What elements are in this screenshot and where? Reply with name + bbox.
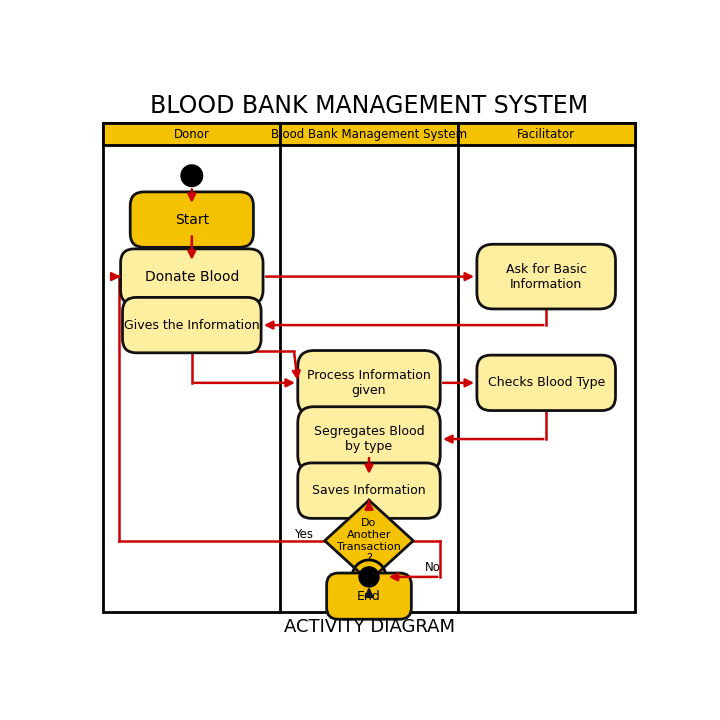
Text: Process Information
given: Process Information given: [307, 369, 431, 397]
Text: Saves Information: Saves Information: [312, 484, 426, 497]
Circle shape: [181, 165, 202, 186]
Text: Checks Blood Type: Checks Blood Type: [487, 377, 605, 390]
Circle shape: [359, 567, 379, 587]
Text: End: End: [357, 590, 381, 603]
Bar: [280, 123, 458, 145]
FancyBboxPatch shape: [298, 407, 440, 472]
FancyBboxPatch shape: [122, 297, 261, 353]
FancyBboxPatch shape: [327, 573, 411, 619]
Text: Gives the Information: Gives the Information: [124, 318, 260, 332]
Text: ACTIVITY DIAGRAM: ACTIVITY DIAGRAM: [284, 618, 454, 636]
Text: BLOOD BANK MANAGEMENT SYSTEM: BLOOD BANK MANAGEMENT SYSTEM: [150, 94, 588, 117]
FancyBboxPatch shape: [477, 244, 616, 309]
Text: Segregates Blood
by type: Segregates Blood by type: [314, 425, 424, 453]
Text: Donor: Donor: [174, 127, 210, 140]
FancyBboxPatch shape: [298, 463, 440, 518]
FancyBboxPatch shape: [298, 351, 440, 415]
FancyBboxPatch shape: [130, 192, 253, 248]
Text: Facilitator: Facilitator: [517, 127, 575, 140]
Bar: [458, 123, 634, 145]
Bar: [104, 123, 280, 145]
Circle shape: [352, 560, 386, 594]
Text: Donate Blood: Donate Blood: [145, 269, 239, 284]
Text: Yes: Yes: [294, 528, 312, 541]
Text: Do
Another
Transaction
?: Do Another Transaction ?: [337, 518, 401, 563]
Text: Ask for Basic
Information: Ask for Basic Information: [505, 263, 587, 291]
Polygon shape: [325, 500, 413, 581]
Text: No: No: [425, 561, 441, 574]
FancyBboxPatch shape: [477, 355, 616, 410]
Bar: [104, 123, 634, 611]
Text: Start: Start: [175, 212, 209, 227]
FancyBboxPatch shape: [120, 249, 263, 305]
Text: Blood Bank Management System: Blood Bank Management System: [271, 127, 467, 140]
